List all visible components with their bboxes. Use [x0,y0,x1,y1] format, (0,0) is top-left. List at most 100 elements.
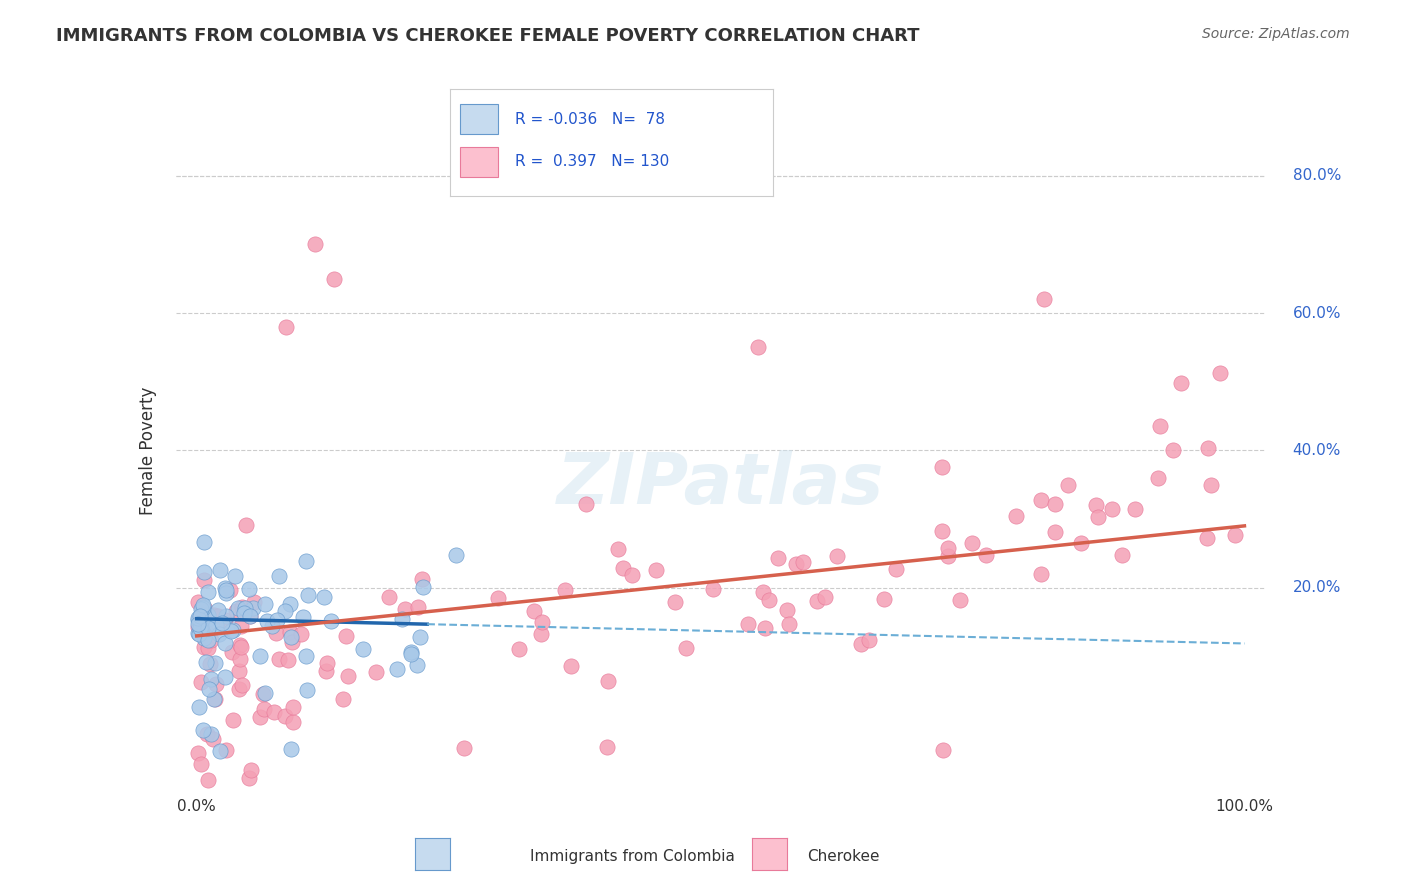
Point [207,608,229,623]
Point [1032,293,1054,307]
Point [274,604,297,618]
Point [323,271,346,285]
Point [187,627,209,641]
Point [278,625,301,640]
Text: Cherokee: Cherokee [807,849,880,863]
Point [387,662,409,676]
Point [675,640,697,655]
Point [778,616,800,631]
Point [190,601,212,615]
Point [215,582,238,597]
Point [267,569,290,583]
Point [215,743,238,757]
Point [574,497,596,511]
Point [806,594,828,608]
Point [1161,442,1184,457]
Point [291,609,314,624]
Point [884,562,907,576]
Point [243,595,266,609]
Point [274,709,297,723]
Text: IMMIGRANTS FROM COLOMBIA VS CHEROKEE FEMALE POVERTY CORRELATION CHART: IMMIGRANTS FROM COLOMBIA VS CHEROKEE FEM… [56,27,920,45]
Point [319,614,342,628]
Point [193,631,215,645]
Point [235,517,257,532]
Point [198,657,221,672]
Point [191,599,214,614]
Point [239,608,262,623]
Point [1087,509,1109,524]
Point [1170,376,1192,390]
Point [249,710,271,724]
Point [377,590,399,604]
Point [214,613,236,627]
Point [229,638,252,652]
Point [785,557,807,571]
Point [316,656,339,670]
Point [193,565,215,579]
Point [262,619,284,633]
Point [792,555,814,569]
Point [1111,548,1133,562]
Point [222,624,245,638]
Point [207,603,229,617]
Point [531,615,554,629]
Point [193,534,215,549]
Point [304,237,326,252]
Point [208,744,231,758]
Point [1197,531,1219,545]
Point [1085,499,1108,513]
Point [225,604,247,618]
Point [1057,478,1080,492]
Point [214,586,236,600]
Point [253,702,276,716]
Text: Immigrants from Colombia: Immigrants from Colombia [530,849,735,863]
Point [229,652,252,666]
Point [214,671,236,685]
Point [190,611,212,625]
Point [193,640,215,654]
Point [252,687,274,701]
Point [205,677,228,691]
Point [202,607,225,622]
Text: Source: ZipAtlas.com: Source: ZipAtlas.com [1202,27,1350,41]
Point [187,620,209,634]
Point [814,591,837,605]
Point [444,548,467,562]
Point [191,616,214,631]
Point [747,340,769,354]
Point [1045,497,1067,511]
FancyBboxPatch shape [460,147,499,177]
Y-axis label: Female Poverty: Female Poverty [139,386,157,515]
Point [280,630,302,644]
Point [766,550,789,565]
Point [224,569,246,583]
Point [858,632,880,647]
Point [253,686,276,700]
Point [219,583,242,598]
Point [197,585,219,599]
Point [191,600,214,615]
Point [606,541,628,556]
Point [560,659,582,673]
FancyBboxPatch shape [460,104,499,134]
Point [960,536,983,550]
Point [399,648,422,662]
Point [187,616,209,631]
Point [200,632,222,647]
Point [411,572,433,586]
Point [406,658,429,673]
Point [825,549,848,563]
Text: 40.0%: 40.0% [1292,443,1341,458]
Point [208,627,231,641]
Point [702,582,724,597]
Point [453,741,475,756]
Point [530,627,553,641]
Point [253,597,276,611]
Point [195,655,218,669]
Point [1031,493,1053,508]
Point [239,609,262,624]
Point [1197,441,1219,455]
Point [187,746,209,760]
Text: 20.0%: 20.0% [1292,581,1341,595]
Point [204,657,226,671]
